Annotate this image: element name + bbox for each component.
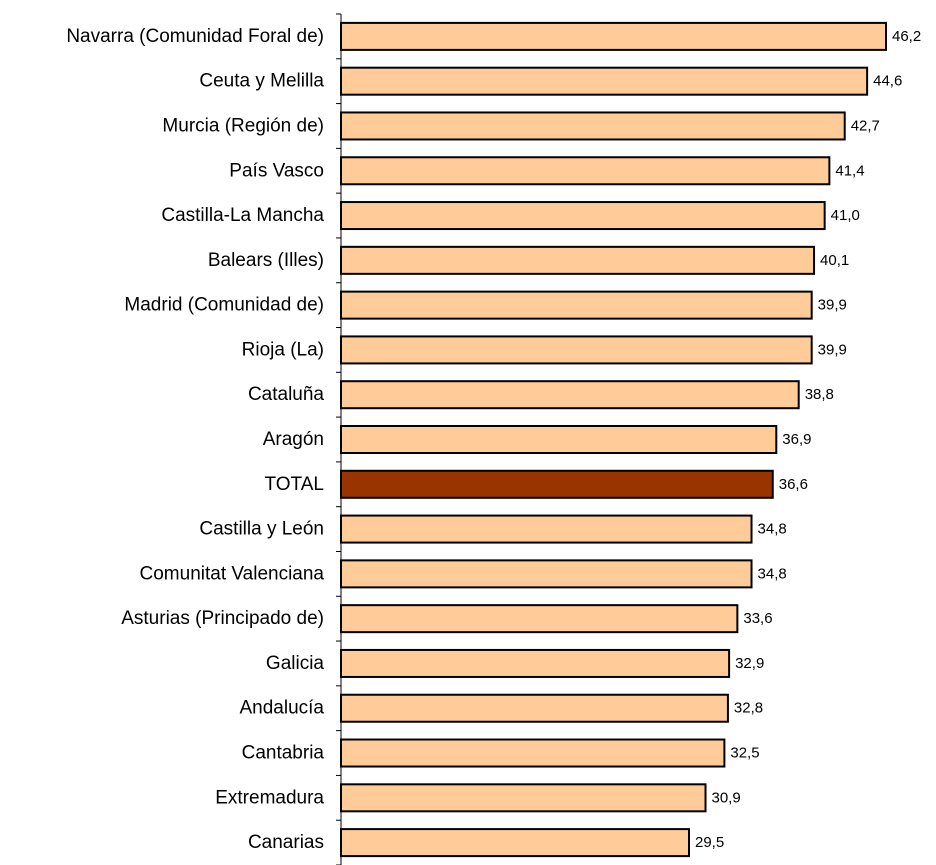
value-label-balears-illes: 40,1 bbox=[820, 252, 849, 269]
category-label-extremadura: Extremadura bbox=[215, 787, 324, 808]
category-label-andalucia: Andalucía bbox=[239, 698, 324, 719]
value-label-pais-vasco: 41,4 bbox=[835, 162, 864, 179]
category-label-total: TOTAL bbox=[265, 474, 324, 495]
category-label-murcia-region-de: Murcia (Región de) bbox=[162, 115, 324, 136]
bar-murcia-region-de bbox=[340, 111, 846, 141]
bar-aragon bbox=[340, 425, 778, 454]
category-label-asturias-principado-de: Asturias (Principado de) bbox=[121, 608, 324, 629]
bar-pais-vasco bbox=[340, 156, 831, 186]
bar-andalucia bbox=[340, 693, 729, 723]
category-labels: Navarra (Comunidad Foral de) Ceuta y Meli… bbox=[66, 26, 324, 853]
bar-castilla-la-mancha bbox=[340, 201, 826, 231]
category-label-castilla-y-leon: Castilla y León bbox=[199, 519, 324, 540]
bar-comunitat-valenciana bbox=[340, 559, 753, 589]
category-label-galicia: Galicia bbox=[266, 653, 325, 674]
value-label-castilla-y-leon: 34,8 bbox=[758, 521, 787, 538]
bar-rioja-la bbox=[340, 335, 813, 365]
category-label-comunitat-valenciana: Comunitat Valenciana bbox=[140, 563, 325, 584]
value-label-cataluna: 38,8 bbox=[805, 386, 834, 403]
value-label-extremadura: 30,9 bbox=[712, 789, 741, 806]
category-label-aragon: Aragón bbox=[263, 429, 324, 450]
bar-asturias-principado-de bbox=[340, 604, 739, 634]
value-label-madrid-comunidad-de: 39,9 bbox=[818, 297, 847, 314]
bar-balears-illes bbox=[340, 245, 816, 275]
value-label-canarias: 29,5 bbox=[695, 834, 724, 851]
category-label-canarias: Canarias bbox=[248, 832, 324, 853]
value-label-ceuta-y-melilla: 44,6 bbox=[873, 73, 902, 90]
value-label-galicia: 32,9 bbox=[735, 655, 764, 672]
bar-castilla-y-leon bbox=[340, 514, 753, 544]
value-label-navarra-comunidad-foral-de: 46,2 bbox=[892, 28, 921, 45]
category-label-madrid-comunidad-de: Madrid (Comunidad de) bbox=[124, 295, 324, 316]
value-label-cantabria: 32,5 bbox=[730, 745, 759, 762]
bar-galicia bbox=[340, 648, 731, 678]
y-axis bbox=[336, 13, 342, 865]
value-label-total: 36,6 bbox=[779, 476, 808, 493]
bar-ceuta-y-melilla bbox=[340, 66, 869, 96]
bar-canarias bbox=[340, 828, 690, 858]
category-label-navarra-comunidad-foral-de: Navarra (Comunidad Foral de) bbox=[66, 26, 324, 47]
category-label-balears-illes: Balears (Illes) bbox=[208, 250, 324, 271]
category-label-ceuta-y-melilla: Ceuta y Melilla bbox=[199, 71, 324, 92]
category-label-cataluna: Cataluña bbox=[248, 384, 324, 405]
category-label-pais-vasco: País Vasco bbox=[229, 160, 324, 181]
category-label-rioja-la: Rioja (La) bbox=[242, 339, 324, 360]
bar-cantabria bbox=[340, 738, 726, 768]
category-label-cantabria: Cantabria bbox=[242, 743, 325, 764]
bar-extremadura bbox=[340, 783, 707, 813]
bars-layer bbox=[340, 21, 887, 858]
value-label-aragon: 36,9 bbox=[782, 431, 811, 448]
value-labels: 46,2 44,6 42,7 41,4 41,0 40,1 39,9 39,9 38,8 36,9… bbox=[695, 28, 921, 851]
value-label-andalucia: 32,8 bbox=[734, 700, 763, 717]
value-label-asturias-principado-de: 33,6 bbox=[743, 610, 772, 627]
bar-total bbox=[340, 469, 774, 499]
value-label-castilla-la-mancha: 41,0 bbox=[831, 207, 860, 224]
category-label-castilla-la-mancha: Castilla-La Mancha bbox=[161, 205, 324, 226]
bar-cataluna bbox=[340, 380, 800, 410]
value-label-murcia-region-de: 42,7 bbox=[851, 117, 880, 134]
bar-navarra-comunidad-foral-de bbox=[340, 21, 887, 51]
value-label-rioja-la: 39,9 bbox=[818, 341, 847, 358]
bar-madrid-comunidad-de bbox=[340, 290, 813, 320]
value-label-comunitat-valenciana: 34,8 bbox=[758, 565, 787, 582]
